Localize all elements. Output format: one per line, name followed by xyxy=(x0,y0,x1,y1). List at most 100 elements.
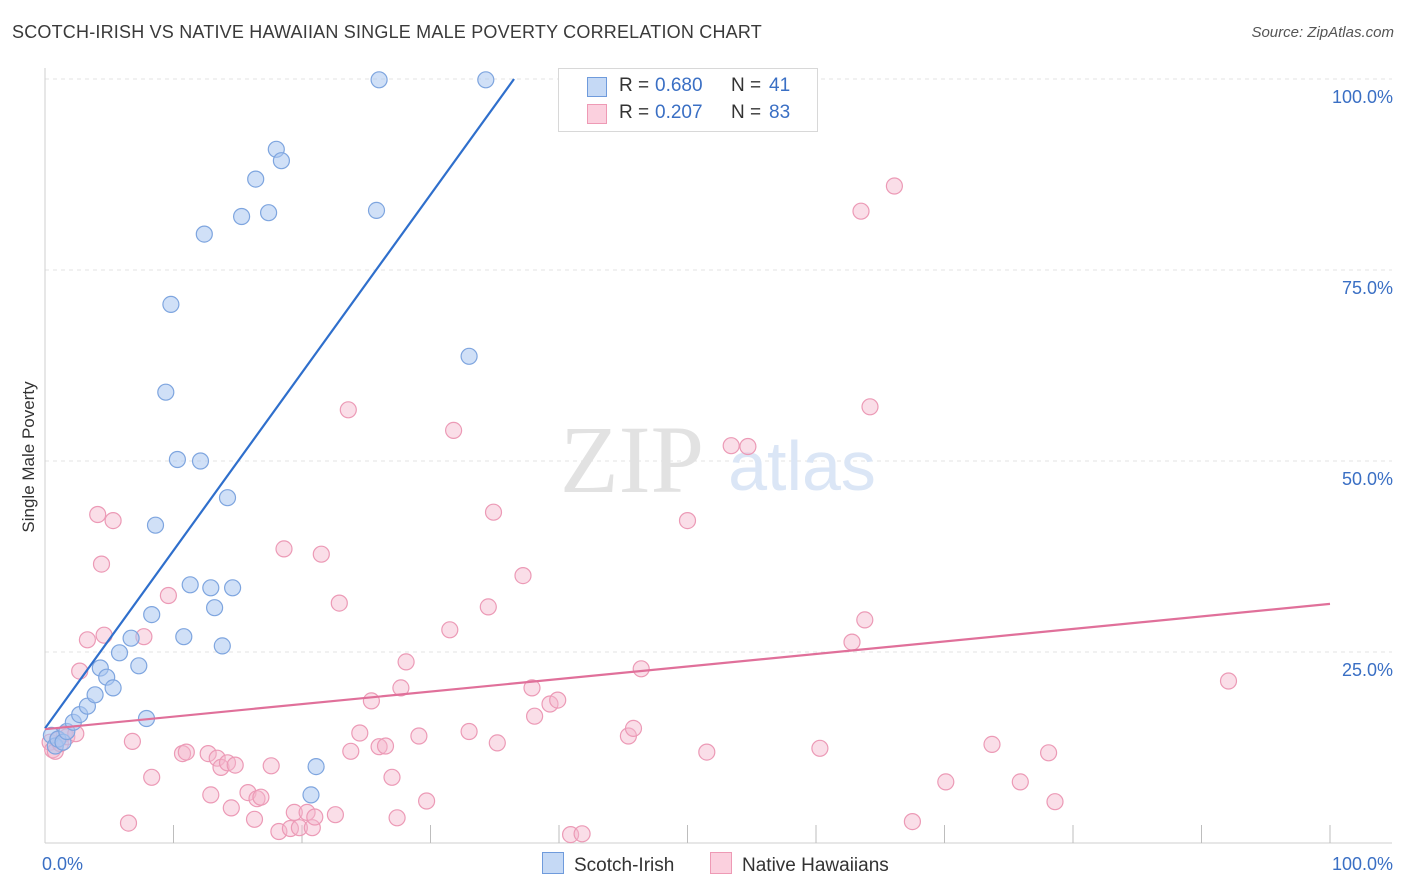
stats-swatch-pink xyxy=(587,104,607,124)
native-hawaiians-point xyxy=(143,768,161,786)
native-hawaiians-point xyxy=(78,631,97,649)
watermark: ZIP atlas xyxy=(560,406,876,513)
y-axis-label: Single Male Poverty xyxy=(19,381,38,533)
native-hawaiians-point xyxy=(861,398,879,416)
native-hawaiians-point xyxy=(285,803,303,822)
native-hawaiians-point xyxy=(484,503,503,521)
scotch-irish-point xyxy=(110,644,129,662)
stats-swatch-blue xyxy=(587,77,607,97)
native-hawaiians-point xyxy=(370,738,388,756)
scotch-irish-point xyxy=(233,207,251,226)
native-hawaiians-point xyxy=(698,743,716,761)
native-hawaiians-point xyxy=(722,437,740,455)
native-hawaiians-point xyxy=(479,598,497,616)
native-hawaiians-trend-line xyxy=(44,602,1331,731)
scotch-irish-point xyxy=(130,657,148,675)
native-hawaiians-point xyxy=(177,743,195,761)
x-tick-label: 0.0% xyxy=(42,854,83,874)
native-hawaiians-point xyxy=(903,812,922,831)
scotch-irish-point xyxy=(162,295,180,313)
correlation-stats-box: R = 0.680 N = 41 R = 0.207 N = 83 xyxy=(558,68,818,132)
native-hawaiians-point xyxy=(445,421,463,439)
native-hawaiians-point xyxy=(441,621,459,639)
scotch-irish-point xyxy=(195,225,213,243)
axes xyxy=(44,68,1392,844)
scotch-irish-point xyxy=(175,628,193,646)
scotch-irish-point xyxy=(213,637,231,655)
scotch-irish-point xyxy=(146,516,165,534)
scotch-irish-point xyxy=(477,71,495,89)
chart-title: SCOTCH-IRISH VS NATIVE HAWAIIAN SINGLE M… xyxy=(12,22,762,42)
scotch-irish-point xyxy=(86,686,104,704)
scotch-irish-point xyxy=(307,757,325,776)
scotch-irish-points xyxy=(42,71,495,804)
scotch-irish-point xyxy=(157,383,175,401)
stats-r-label: R = xyxy=(619,102,650,123)
native-hawaiians-point xyxy=(460,722,478,741)
scotch-irish-point xyxy=(370,71,388,89)
stats-row-scotch-irish: R = 0.680 N = 41 xyxy=(559,73,817,101)
native-hawaiians-point xyxy=(523,679,541,697)
trend-lines xyxy=(44,78,1331,731)
stats-r-value: 0.207 xyxy=(655,102,703,123)
legend-item-scotch-irish: Scotch-Irish xyxy=(542,852,674,877)
native-hawaiians-point xyxy=(252,788,270,806)
native-hawaiians-point xyxy=(852,202,870,220)
watermark-zip: ZIP xyxy=(560,406,704,513)
legend-item-native-hawaiians: Native Hawaiians xyxy=(710,852,889,877)
native-hawaiians-point xyxy=(418,792,436,810)
native-hawaiians-point xyxy=(326,806,344,824)
native-hawaiians-point xyxy=(306,808,324,826)
native-hawaiians-point xyxy=(1011,773,1029,791)
stats-row-native-hawaiians: R = 0.207 N = 83 xyxy=(559,100,817,128)
native-hawaiians-point xyxy=(330,594,348,612)
scotch-irish-point xyxy=(143,605,161,624)
native-hawaiians-point xyxy=(573,825,591,843)
native-hawaiians-point xyxy=(202,786,220,804)
scotch-irish-point xyxy=(260,204,278,222)
native-hawaiians-point xyxy=(245,810,264,828)
scotch-irish-point xyxy=(218,489,237,507)
y-tick-label: 25.0% xyxy=(1342,660,1393,680)
native-hawaiians-point xyxy=(290,819,308,837)
native-hawaiians-point xyxy=(222,799,240,817)
native-hawaiians-point xyxy=(885,177,904,195)
native-hawaiians-point xyxy=(541,695,559,713)
scotch-irish-point xyxy=(302,786,320,804)
native-hawaiians-point xyxy=(89,505,107,524)
native-hawaiians-points xyxy=(41,177,1238,844)
native-hawaiians-point xyxy=(95,626,113,644)
scotch-irish-point xyxy=(247,170,265,188)
grid-lines xyxy=(45,78,1392,653)
native-hawaiians-point xyxy=(1219,672,1238,690)
y-tick-label: 50.0% xyxy=(1342,469,1393,489)
native-hawaiians-point xyxy=(239,783,257,802)
x-tick-labels: 0.0% 100.0% xyxy=(42,854,1393,874)
native-hawaiians-point xyxy=(281,819,299,838)
stats-n-value: 83 xyxy=(769,102,791,123)
scotch-irish-point xyxy=(206,599,224,617)
scotch-irish-point xyxy=(272,152,290,170)
stats-r-value: 0.680 xyxy=(655,75,703,96)
native-hawaiians-point xyxy=(275,540,293,558)
native-hawaiians-point xyxy=(199,744,217,763)
native-hawaiians-point xyxy=(312,545,330,563)
legend-label: Scotch-Irish xyxy=(574,855,675,876)
y-tick-label: 100.0% xyxy=(1332,87,1393,107)
native-hawaiians-point xyxy=(208,749,226,767)
native-hawaiians-point xyxy=(351,724,369,742)
native-hawaiians-point xyxy=(410,727,428,745)
native-hawaiians-point xyxy=(1039,744,1058,762)
native-hawaiians-point xyxy=(525,707,544,725)
native-hawaiians-point xyxy=(119,814,138,832)
native-hawaiians-point xyxy=(624,719,643,738)
legend-label: Native Hawaiians xyxy=(742,855,889,876)
native-hawaiians-point xyxy=(376,737,395,755)
native-hawaiians-point xyxy=(123,732,141,751)
y-tick-label: 75.0% xyxy=(1342,278,1393,298)
native-hawaiians-point xyxy=(262,757,280,775)
legend-swatch-pink xyxy=(710,852,732,874)
native-hawaiians-point xyxy=(104,511,122,530)
native-hawaiians-point xyxy=(342,742,360,760)
